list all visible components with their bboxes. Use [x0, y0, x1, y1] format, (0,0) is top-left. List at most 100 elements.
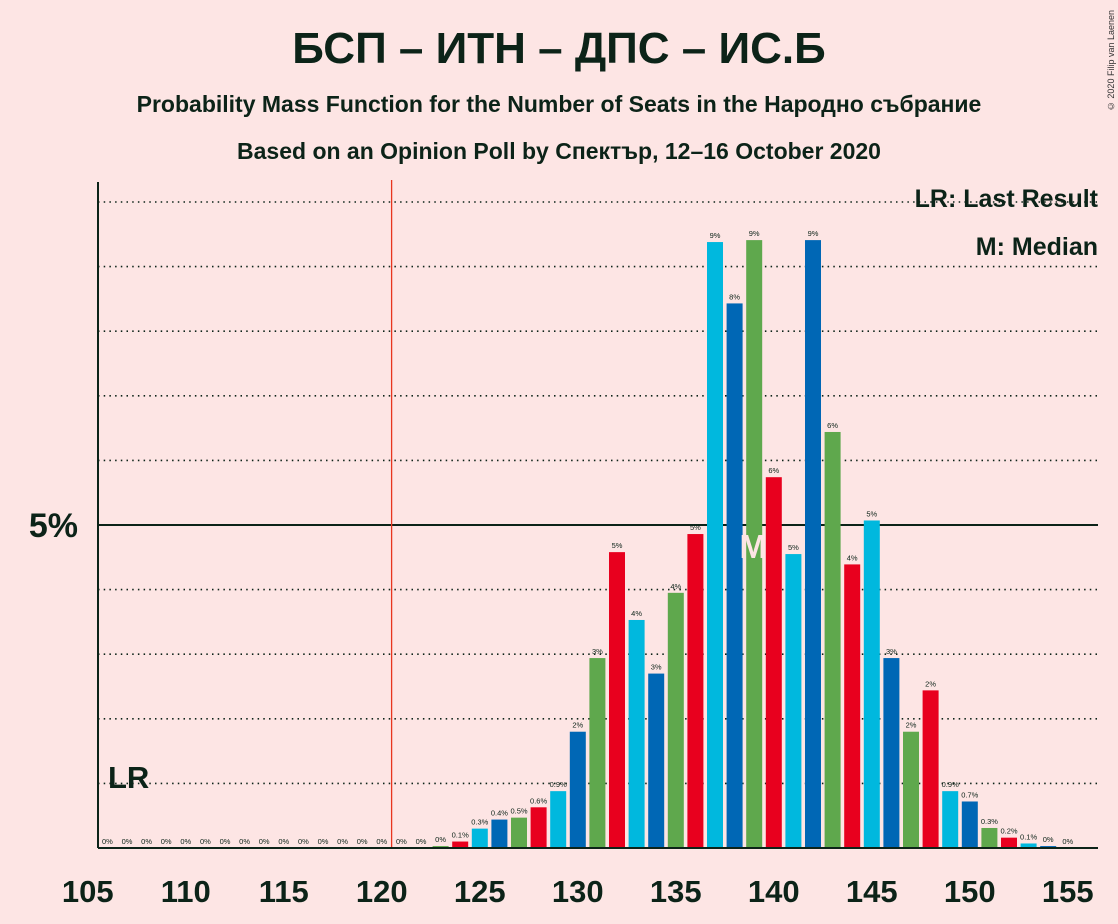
- bar-label: 0%: [416, 837, 427, 846]
- legend-last-result: LR: Last Result: [914, 185, 1098, 213]
- bar-label: 0%: [1043, 835, 1054, 844]
- bar-label: 0%: [357, 837, 368, 846]
- bar-label: 0%: [318, 837, 329, 846]
- bar-label: 0%: [122, 837, 133, 846]
- bar-seat-143: [824, 431, 841, 848]
- bar-label: 0.3%: [471, 818, 488, 827]
- x-tick-label: 145: [846, 874, 898, 909]
- bar-label: 0%: [376, 837, 387, 846]
- y-tick-label: 5%: [29, 507, 78, 545]
- x-tick-label: 125: [454, 874, 506, 909]
- bar-seat-138: [726, 303, 743, 848]
- bar-seat-133: [628, 619, 645, 848]
- bar-seat-142: [805, 240, 821, 848]
- bar-label: 2%: [925, 679, 936, 688]
- bar-label: 0.6%: [530, 796, 547, 805]
- x-tick-label: 155: [1042, 874, 1094, 909]
- bar-label: 9%: [808, 229, 819, 238]
- y-tick-labels: 5%: [29, 507, 78, 545]
- bar-seat-144: [844, 564, 861, 848]
- bar-label: 0%: [180, 837, 191, 846]
- x-tick-label: 120: [356, 874, 408, 909]
- bar-label: 0%: [102, 837, 113, 846]
- legend-median: M: Median: [975, 233, 1098, 261]
- bar-seat-127: [511, 817, 527, 848]
- bar-seat-152: [1001, 837, 1017, 848]
- bar-label: 0.5%: [510, 807, 527, 816]
- bar-label: 4%: [670, 582, 681, 591]
- x-tick-label: 140: [748, 874, 800, 909]
- bar-label: 0.7%: [961, 790, 978, 799]
- bar-label: 0.2%: [1000, 827, 1017, 836]
- bar-label: 2%: [906, 721, 917, 730]
- chart-source: Based on an Opinion Poll by Спектър, 12–…: [237, 138, 881, 164]
- bar-label: 6%: [827, 421, 838, 430]
- bar-label: 9%: [710, 231, 721, 240]
- x-tick-label: 115: [259, 874, 309, 909]
- bar-label: 0%: [298, 837, 309, 846]
- bar-seat-151: [981, 827, 998, 848]
- bar-label: 5%: [612, 541, 623, 550]
- bar-label: 0%: [141, 837, 152, 846]
- bar-label: 0%: [435, 835, 446, 844]
- bar-seat-140: [765, 477, 782, 848]
- markers-group: LR M: [108, 528, 767, 795]
- bar-label: 0%: [1062, 837, 1073, 846]
- bar-label: 0%: [396, 837, 407, 846]
- bar-label: 8%: [729, 292, 740, 301]
- bar-label: 4%: [631, 609, 642, 618]
- bar-label: 0.1%: [452, 831, 469, 840]
- bar-label: 3%: [592, 647, 603, 656]
- bar-seat-125: [471, 828, 488, 848]
- chart-title: БСП – ИТН – ДПС – ИС.Б: [292, 24, 826, 73]
- bar-seat-146: [883, 658, 900, 848]
- bar-seat-145: [863, 520, 880, 848]
- bar-seat-153: [1020, 843, 1037, 848]
- x-tick-label: 130: [552, 874, 604, 909]
- bar-seat-130: [569, 731, 586, 848]
- x-tick-label: 150: [944, 874, 996, 909]
- bars-group: [432, 240, 1057, 848]
- bar-label: 3%: [651, 663, 662, 672]
- bar-label: 0%: [200, 837, 211, 846]
- chart-subtitle: Probability Mass Function for the Number…: [136, 91, 982, 117]
- axes-group: [97, 182, 1098, 849]
- bar-label: 0%: [337, 837, 348, 846]
- bar-seat-148: [922, 690, 939, 848]
- x-tick-label: 110: [161, 874, 211, 909]
- x-tick-label: 135: [650, 874, 702, 909]
- bar-label: 5%: [788, 543, 799, 552]
- bar-seat-139: [746, 240, 763, 848]
- bar-label: 0.9%: [550, 780, 567, 789]
- bar-label: 0%: [161, 837, 172, 846]
- bar-seat-141: [785, 554, 802, 848]
- bar-seat-131: [589, 658, 606, 848]
- bar-seat-129: [550, 791, 567, 848]
- bar-seat-124: [452, 841, 469, 848]
- bar-label: 0.3%: [981, 817, 998, 826]
- bar-label: 4%: [847, 553, 858, 562]
- median-marker: M: [739, 528, 767, 565]
- bar-seat-150: [961, 801, 978, 848]
- bar-label: 5%: [690, 523, 701, 532]
- bar-label: 0%: [278, 837, 289, 846]
- bar-label: 0.4%: [491, 809, 508, 818]
- bar-seat-135: [667, 592, 684, 848]
- bar-label: 0.9%: [942, 780, 959, 789]
- bar-label: 2%: [572, 721, 583, 730]
- x-tick-label: 105: [62, 874, 114, 909]
- bar-label: 0.1%: [1020, 832, 1037, 841]
- bar-label: 0%: [220, 837, 231, 846]
- bar-label: 0%: [239, 837, 250, 846]
- bar-label: 0%: [259, 837, 270, 846]
- bar-seat-149: [942, 791, 959, 848]
- bar-label: 9%: [749, 229, 760, 238]
- bar-seat-126: [491, 819, 508, 848]
- bar-seat-137: [707, 242, 723, 848]
- bar-seat-134: [648, 673, 665, 848]
- x-tick-labels: 105 110 115 120 125 130 135 140 145 150 155: [62, 874, 1094, 909]
- bar-seat-136: [687, 534, 704, 848]
- bar-labels-group: 0% 0% 0% 0% 0% 0% 0% 0% 0% 0% 0% 0% 0% 0% 0% 0% 0% 0% 0.1%…: [102, 229, 1074, 846]
- bar-label: 5%: [866, 509, 877, 518]
